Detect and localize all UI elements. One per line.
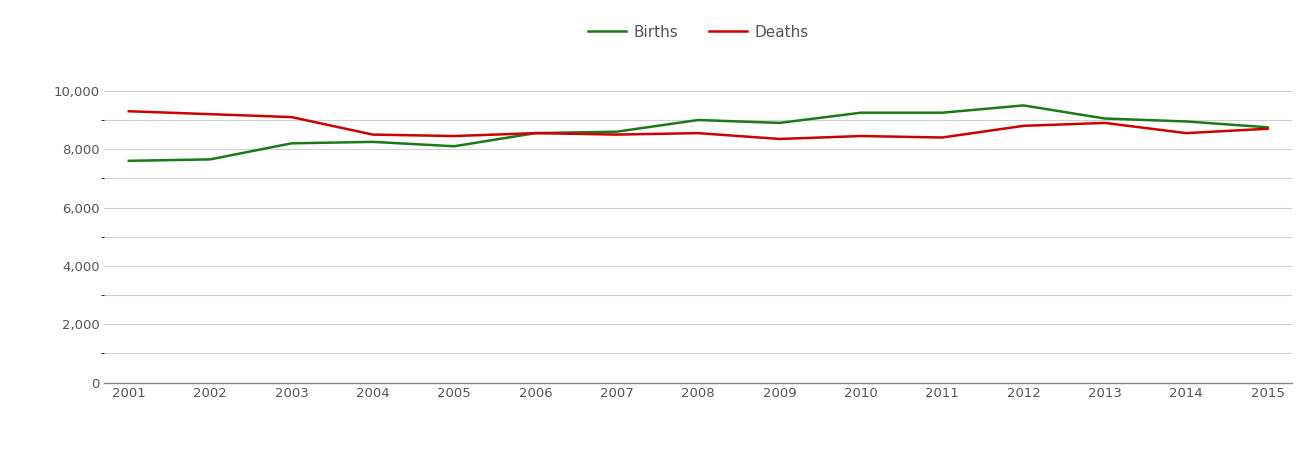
Births — [1015, 103, 1031, 108]
Deaths — [121, 108, 137, 114]
Births — [202, 157, 218, 162]
Births — [771, 120, 787, 126]
Deaths — [771, 136, 787, 142]
Line: Deaths: Deaths — [129, 111, 1267, 139]
Births — [121, 158, 137, 163]
Deaths — [202, 112, 218, 117]
Deaths — [853, 133, 869, 139]
Births — [365, 139, 381, 144]
Deaths — [527, 130, 543, 136]
Line: Births: Births — [129, 105, 1267, 161]
Deaths — [1178, 130, 1194, 136]
Births — [853, 110, 869, 115]
Births — [446, 144, 462, 149]
Births — [609, 129, 625, 135]
Births — [690, 117, 706, 123]
Deaths — [446, 133, 462, 139]
Deaths — [1098, 120, 1113, 126]
Births — [1178, 119, 1194, 124]
Deaths — [1259, 126, 1275, 131]
Deaths — [934, 135, 950, 140]
Deaths — [609, 132, 625, 137]
Births — [934, 110, 950, 115]
Births — [283, 141, 299, 146]
Births — [1259, 125, 1275, 130]
Births — [527, 130, 543, 136]
Deaths — [283, 114, 299, 120]
Deaths — [690, 130, 706, 136]
Births — [1098, 116, 1113, 121]
Legend: Births, Deaths: Births, Deaths — [582, 18, 814, 45]
Deaths — [365, 132, 381, 137]
Deaths — [1015, 123, 1031, 129]
